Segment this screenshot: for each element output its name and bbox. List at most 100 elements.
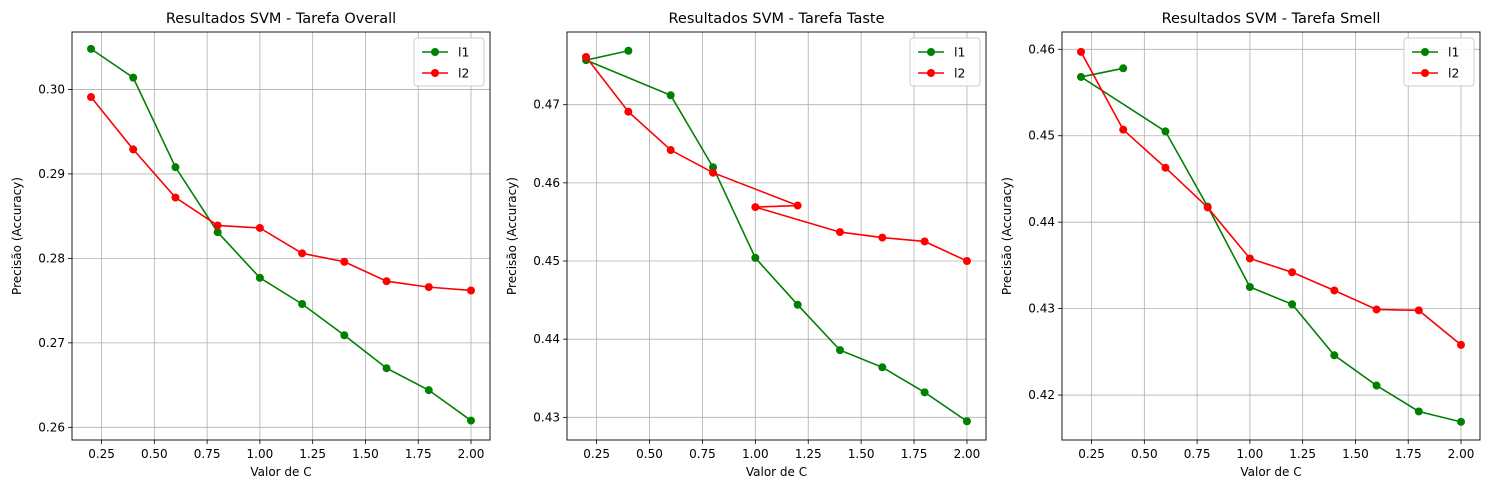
series-line-l2 (1080, 51, 1462, 346)
data-point-l1 (1119, 64, 1128, 73)
data-point-l2 (1119, 125, 1128, 134)
x-tick-label: 1.25 (299, 447, 326, 461)
data-point-l2 (1203, 203, 1212, 212)
data-point-l1 (129, 73, 138, 82)
x-tick-label: 1.00 (742, 447, 769, 461)
x-tick-label: 1.50 (1342, 447, 1369, 461)
y-tick-label: 0.26 (38, 420, 65, 434)
x-tick-label: 0.25 (1078, 447, 1105, 461)
series-line-l2 (90, 96, 472, 292)
chart-title: Resultados SVM - Tarefa Taste (668, 11, 884, 27)
legend-label-l1: l1 (458, 45, 469, 60)
data-point-l2 (255, 223, 264, 232)
data-point-l1 (709, 163, 718, 172)
y-tick-label: 0.46 (533, 176, 560, 190)
x-tick-label: 0.75 (1184, 447, 1211, 461)
data-point-l1 (835, 346, 844, 355)
chart-panel-2: 0.25 0.50 0.75 1.00 1.25 1.50 1.75 2.00 0.43 0.44… (505, 11, 987, 479)
plot-frame (566, 31, 987, 441)
chart-title: Resultados SVM - Tarefa Smell (1162, 11, 1381, 27)
y-axis-label: Precisão (Accuracy) (505, 177, 519, 295)
series-line-l1 (583, 49, 968, 422)
y-tick-label: 0.47 (533, 98, 560, 112)
x-tick-label: 1.75 (901, 447, 928, 461)
data-point-l1 (298, 300, 307, 308)
data-point-l2 (962, 257, 971, 266)
x-tick-label: 1.50 (848, 447, 875, 461)
data-point-l2 (213, 221, 222, 230)
data-point-l1 (424, 386, 433, 395)
y-axis-label: Precisão (Accuracy) (10, 177, 24, 295)
data-point-l2 (793, 201, 802, 210)
data-point-l2 (171, 193, 180, 202)
data-point-l2 (751, 203, 760, 212)
x-tick-label: 0.25 (583, 447, 610, 461)
x-axis-label: Valor de C (250, 465, 311, 479)
data-point-l1 (1245, 283, 1254, 291)
data-point-l2 (1372, 305, 1381, 314)
y-tick-label: 0.46 (1028, 42, 1055, 56)
x-tick-label: 1.00 (247, 447, 274, 461)
data-point-l1 (255, 273, 264, 282)
series-line-l1 (1078, 67, 1462, 423)
plot-frame (71, 31, 491, 441)
data-point-l2 (467, 286, 475, 295)
data-point-l2 (1245, 254, 1254, 263)
y-tick-label: 0.30 (38, 82, 65, 96)
series-line-l1 (90, 48, 472, 422)
y-tick-label: 0.43 (533, 410, 560, 424)
legend-marker-l1 (431, 48, 439, 56)
data-point-l1 (1330, 351, 1339, 360)
x-tick-label: 1.75 (405, 447, 432, 461)
data-point-l1 (751, 253, 760, 262)
data-point-l2 (666, 146, 675, 155)
data-point-l2 (298, 249, 307, 258)
y-tick-label: 0.45 (1028, 129, 1055, 143)
y-tick-label: 0.42 (1028, 388, 1055, 402)
data-point-l1 (1077, 72, 1085, 81)
data-point-l1 (962, 417, 971, 426)
data-point-l1 (666, 91, 675, 100)
data-point-l1 (1372, 381, 1381, 390)
y-tick-label: 0.43 (1028, 302, 1055, 316)
data-point-l1 (878, 363, 887, 372)
x-tick-label: 2.00 (1448, 447, 1475, 461)
legend-label-l1: l1 (954, 45, 965, 60)
x-tick-label: 2.00 (954, 447, 981, 461)
data-point-l1 (920, 388, 929, 397)
y-tick-label: 0.44 (1028, 215, 1055, 229)
data-point-l2 (920, 237, 929, 246)
data-point-l2 (1457, 340, 1465, 349)
plot-frame (1061, 31, 1481, 441)
data-point-l2 (129, 145, 138, 154)
legend-marker-l2 (927, 69, 935, 77)
y-tick-label: 0.44 (533, 332, 560, 346)
x-tick-label: 1.25 (795, 447, 822, 461)
data-point-l1 (87, 44, 95, 53)
data-point-l1 (171, 163, 180, 172)
x-tick-label: 0.50 (636, 447, 663, 461)
legend-label-l2: l2 (954, 66, 965, 81)
y-tick-label: 0.45 (533, 254, 560, 268)
data-point-l2 (709, 168, 718, 177)
data-point-l1 (1457, 417, 1465, 426)
y-axis-label: Precisão (Accuracy) (1000, 177, 1014, 295)
y-tick-label: 0.27 (38, 336, 65, 350)
y-tick-label: 0.28 (38, 251, 65, 265)
x-axis-label: Valor de C (1240, 465, 1301, 479)
legend-box (909, 37, 981, 87)
chart-title: Resultados SVM - Tarefa Overall (166, 11, 396, 27)
x-tick-label: 0.50 (1131, 447, 1158, 461)
x-tick-label: 0.25 (88, 447, 115, 461)
data-point-l2 (835, 228, 844, 237)
chart-panel-1: 0.25 0.50 0.75 1.00 1.25 1.50 1.75 2.00 0.26 0.27… (10, 11, 491, 479)
data-point-l2 (582, 53, 591, 62)
y-tick-label: 0.29 (38, 167, 65, 181)
legend-box (1403, 37, 1475, 87)
data-point-l1 (793, 300, 802, 309)
x-tick-label: 0.50 (141, 447, 168, 461)
